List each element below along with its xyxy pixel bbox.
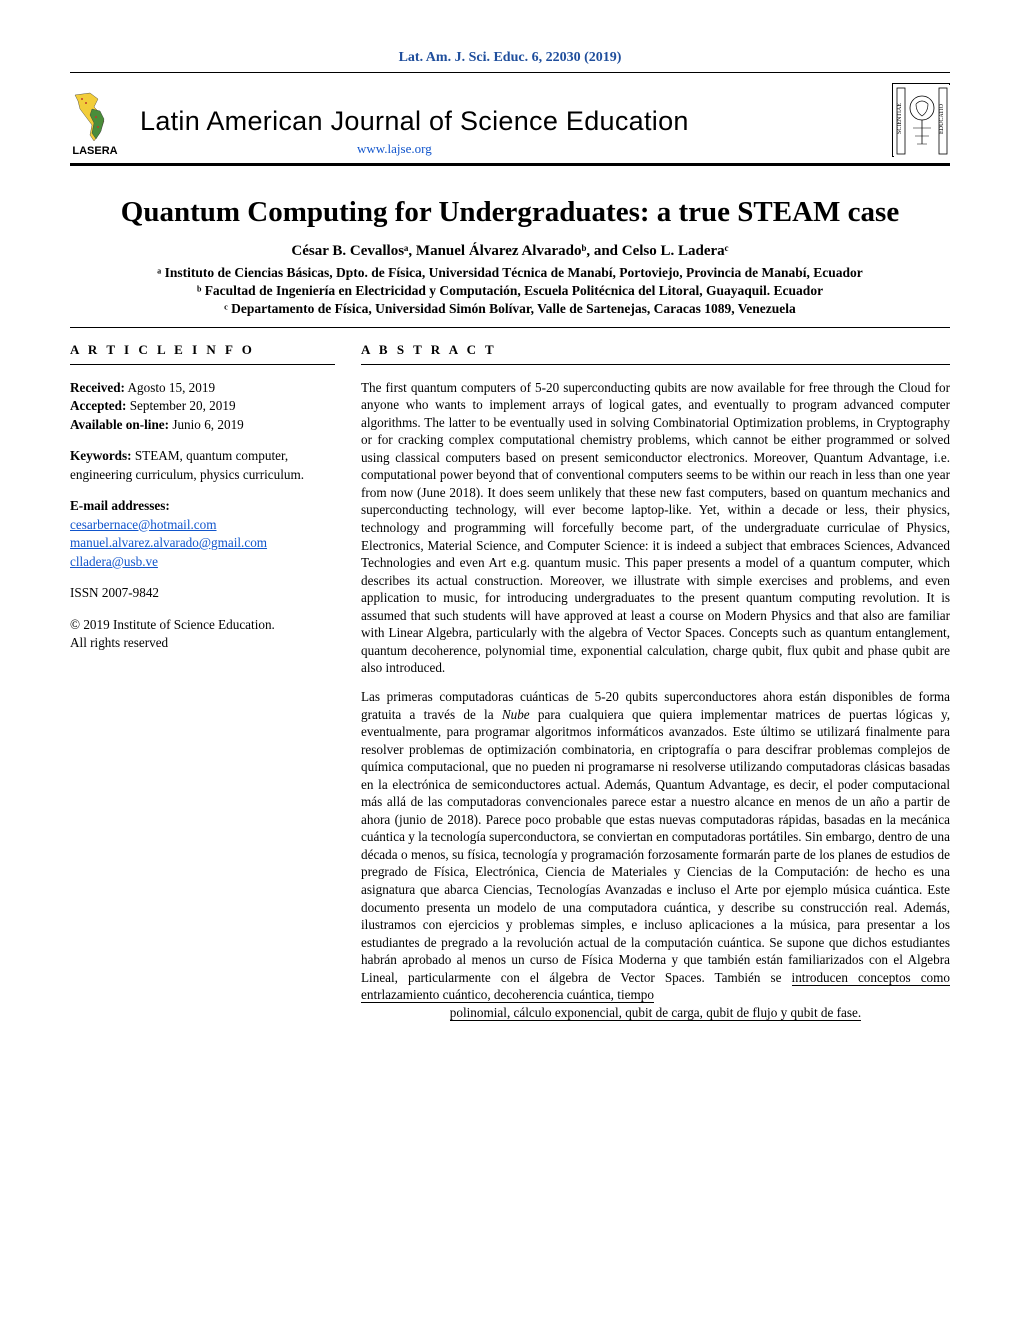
journal-title-block: Latin American Journal of Science Educat… bbox=[140, 106, 689, 157]
masthead-left: LASERA Latin American Journal of Science… bbox=[70, 91, 689, 157]
paper-title: Quantum Computing for Undergraduates: a … bbox=[70, 196, 950, 229]
article-info-rule bbox=[70, 364, 335, 365]
online-value: Junio 6, 2019 bbox=[169, 417, 244, 432]
rule-below-affil bbox=[70, 327, 950, 328]
accepted-label: Accepted: bbox=[70, 398, 126, 413]
rights-line: All rights reserved bbox=[70, 634, 335, 652]
lasera-label: LASERA bbox=[72, 145, 117, 157]
keywords-label: Keywords: bbox=[70, 448, 132, 463]
svg-text:EDUCATIO: EDUCATIO bbox=[939, 103, 945, 134]
article-info-heading: A R T I C L E I N F O bbox=[70, 342, 335, 364]
article-info-body: Received: Agosto 15, 2019 Accepted: Sept… bbox=[70, 379, 335, 653]
authors-line: César B. Cevallosᵃ, Manuel Álvarez Alvar… bbox=[70, 243, 950, 260]
article-info-column: A R T I C L E I N F O Received: Agosto 1… bbox=[70, 342, 335, 1022]
issn-value: ISSN 2007-9842 bbox=[70, 584, 335, 602]
affiliation-a: ᵃ Instituto de Ciencias Básicas, Dpto. d… bbox=[70, 264, 950, 282]
abstract-english: The first quantum computers of 5-20 supe… bbox=[361, 379, 950, 677]
affiliation-b: ᵇ Facultad de Ingeniería en Electricidad… bbox=[70, 282, 950, 300]
abstract-spanish-last-line: polinomial, cálculo exponencial, qubit d… bbox=[361, 1004, 950, 1022]
abstract-column: A B S T R A C T The first quantum comput… bbox=[361, 342, 950, 1022]
lasera-logo-block: LASERA bbox=[70, 91, 120, 157]
two-column-region: A R T I C L E I N F O Received: Agosto 1… bbox=[70, 342, 950, 1022]
journal-url-link[interactable]: www.lajse.org bbox=[357, 141, 432, 157]
abstract-rule bbox=[361, 364, 950, 365]
email-label: E-mail addresses: bbox=[70, 498, 170, 513]
masthead: LASERA Latin American Journal of Science… bbox=[70, 73, 950, 163]
email-link-1[interactable]: cesarbernace@hotmail.com bbox=[70, 517, 217, 532]
latin-america-map-icon bbox=[70, 91, 120, 143]
journal-title: Latin American Journal of Science Educat… bbox=[140, 106, 689, 137]
journal-reference: Lat. Am. J. Sci. Educ. 6, 22030 (2019) bbox=[70, 50, 950, 66]
received-value: Agosto 15, 2019 bbox=[125, 380, 215, 395]
abstract-spanish: Las primeras computadoras cuánticas de 5… bbox=[361, 688, 950, 1004]
email-link-3[interactable]: clladera@usb.ve bbox=[70, 554, 158, 569]
received-label: Received: bbox=[70, 380, 125, 395]
abstract-heading: A B S T R A C T bbox=[361, 342, 950, 364]
affiliation-c: ᶜ Departamento de Física, Universidad Si… bbox=[70, 300, 950, 318]
email-link-2[interactable]: manuel.alvarez.alvarado@gmail.com bbox=[70, 535, 267, 550]
journal-seal-icon: SCIENTIAE EDUCATIO bbox=[892, 83, 950, 157]
accepted-value: September 20, 2019 bbox=[126, 398, 235, 413]
online-label: Available on-line: bbox=[70, 417, 169, 432]
abstract-body: The first quantum computers of 5-20 supe… bbox=[361, 379, 950, 1022]
rule-thick bbox=[70, 163, 950, 166]
svg-text:SCIENTIAE: SCIENTIAE bbox=[897, 103, 903, 134]
copyright-line: © 2019 Institute of Science Education. bbox=[70, 616, 335, 634]
